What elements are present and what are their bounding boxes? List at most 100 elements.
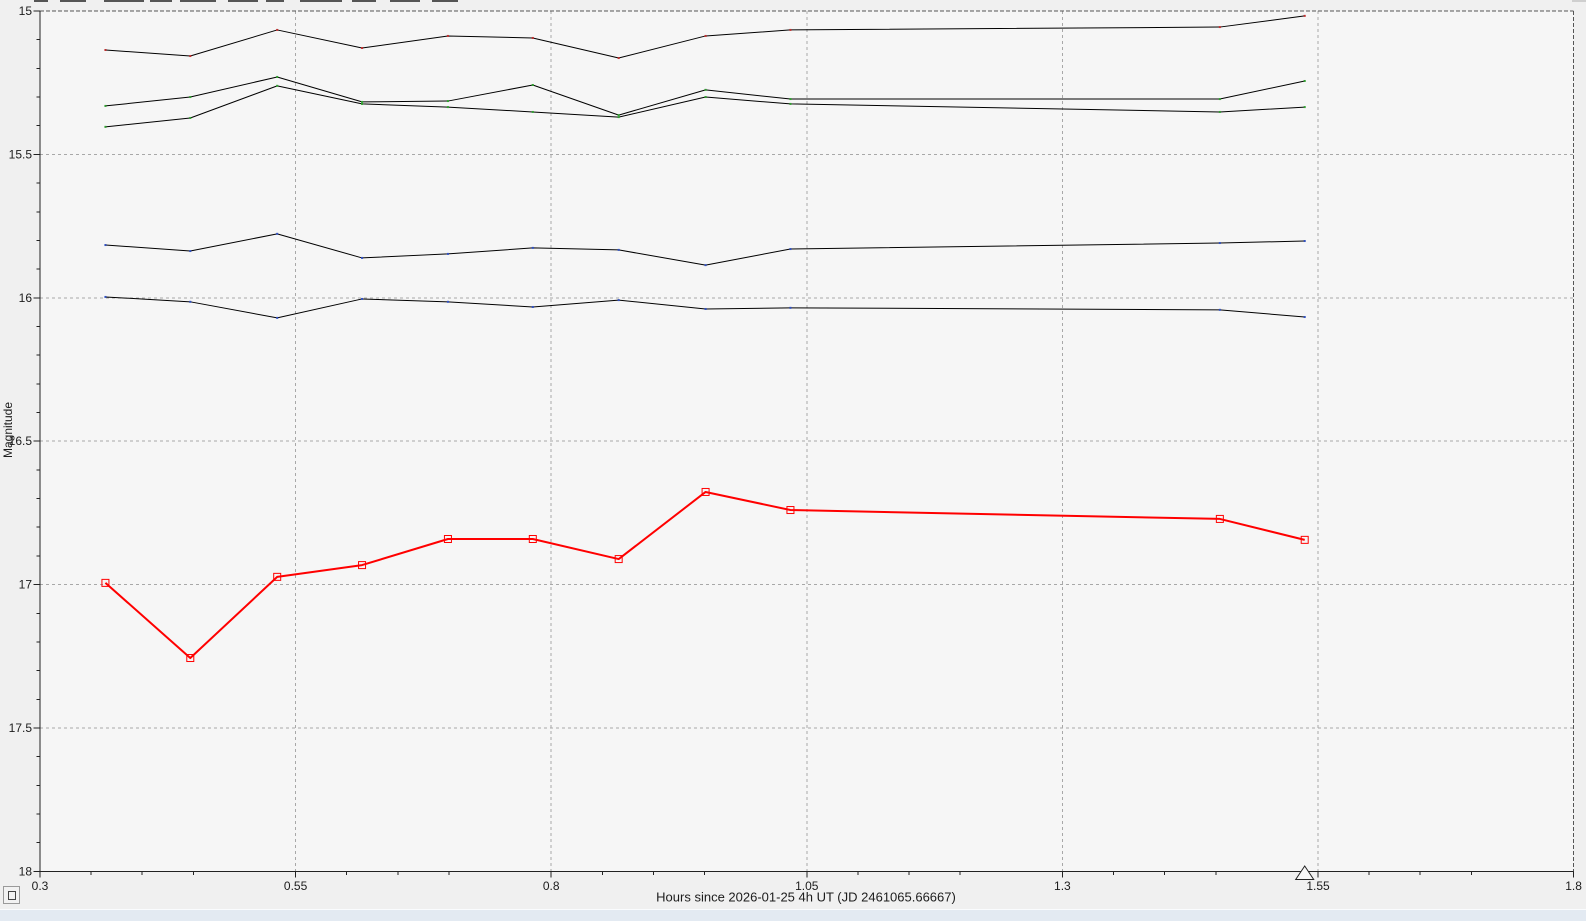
series-comp-star-5 bbox=[104, 295, 1306, 319]
tick-labels: 15 15.5 16 16.5 17 17.5 180.3 0.55 0.8 1.05 1.3 1.5… bbox=[9, 4, 1583, 893]
comp-data-point bbox=[276, 28, 279, 31]
comp-data-point bbox=[704, 88, 707, 91]
x-tick-label: 1.3 bbox=[1054, 879, 1071, 893]
target-data-point[interactable] bbox=[186, 654, 195, 663]
cut-off-text-fragment bbox=[300, 0, 342, 2]
series-target-variable-line bbox=[104, 490, 1305, 660]
x-tick-label: 1.55 bbox=[1306, 879, 1330, 893]
comp-data-point bbox=[361, 256, 364, 259]
comp-data-point bbox=[704, 307, 707, 310]
comp-data-point bbox=[531, 305, 534, 308]
comp-data-point bbox=[189, 250, 192, 253]
comp-data-point bbox=[617, 116, 620, 119]
comp-data-point bbox=[104, 244, 107, 247]
series-comp-star-1 bbox=[104, 14, 1306, 60]
cut-off-text-fragment bbox=[104, 0, 144, 2]
cut-off-text-fragment bbox=[352, 0, 376, 2]
status-bar-strip bbox=[0, 909, 1586, 921]
x-tick-label: 0.55 bbox=[284, 879, 308, 893]
comp-data-point bbox=[1218, 98, 1221, 101]
y-tick-label: 15 bbox=[19, 4, 33, 18]
comp-data-point bbox=[704, 264, 707, 267]
series-comp-star-2 bbox=[104, 75, 1306, 117]
comp-data-point bbox=[1218, 308, 1221, 311]
comp-data-point bbox=[104, 295, 107, 298]
comp-data-point bbox=[189, 96, 192, 99]
x-tick-label: 0.8 bbox=[543, 879, 560, 893]
target-data-point[interactable] bbox=[358, 561, 367, 570]
comp-data-point bbox=[789, 98, 792, 101]
comp-data-point bbox=[617, 248, 620, 251]
comp-data-point bbox=[446, 106, 449, 109]
series-comp-star-3 bbox=[104, 84, 1306, 128]
x-tick-label: 1.05 bbox=[795, 879, 819, 893]
cut-off-text-fragment bbox=[34, 0, 48, 2]
target-data-point[interactable] bbox=[701, 487, 710, 496]
cut-off-text-fragment bbox=[266, 0, 284, 2]
target-data-point[interactable] bbox=[614, 555, 623, 564]
tick-marks bbox=[33, 10, 1575, 878]
comp-data-point bbox=[276, 75, 279, 78]
cut-off-text-fragment bbox=[432, 0, 458, 2]
comp-data-point bbox=[789, 306, 792, 309]
target-data-point[interactable] bbox=[528, 534, 537, 543]
comp-data-point bbox=[446, 300, 449, 303]
comp-data-point bbox=[189, 116, 192, 119]
target-data-point[interactable] bbox=[1300, 535, 1309, 544]
comp-data-point bbox=[1218, 26, 1221, 29]
comp-data-point bbox=[704, 34, 707, 37]
comp-data-point bbox=[617, 299, 620, 302]
comp-data-point bbox=[1218, 242, 1221, 245]
comp-data-point bbox=[276, 84, 279, 87]
comp-data-point bbox=[531, 36, 534, 39]
y-tick-label: 16.5 bbox=[9, 434, 33, 448]
comp-data-point bbox=[189, 55, 192, 58]
comp-data-point bbox=[1303, 240, 1306, 243]
comp-data-point bbox=[276, 232, 279, 235]
y-tick-label: 15.5 bbox=[9, 147, 33, 161]
comp-data-point bbox=[531, 83, 534, 86]
comp-data-point bbox=[789, 248, 792, 251]
x-tick-label: 1.8 bbox=[1565, 879, 1582, 893]
grid-lines bbox=[40, 11, 1574, 872]
target-data-point[interactable] bbox=[786, 506, 795, 515]
y-axis-title: Magnitude bbox=[1, 401, 15, 459]
target-data-point[interactable] bbox=[443, 534, 452, 543]
comp-data-point bbox=[789, 28, 792, 31]
comp-data-point bbox=[1303, 316, 1306, 319]
cut-off-top-content bbox=[0, 0, 1586, 3]
comp-data-point bbox=[276, 316, 279, 319]
comp-data-point bbox=[446, 252, 449, 255]
comp-data-point bbox=[361, 46, 364, 49]
y-tick-label: 18 bbox=[19, 864, 33, 878]
comp-data-point bbox=[446, 100, 449, 103]
comp-data-point bbox=[104, 104, 107, 107]
comp-data-point bbox=[789, 102, 792, 105]
comp-data-point bbox=[617, 114, 620, 117]
cut-off-text-fragment bbox=[180, 0, 216, 2]
target-data-point[interactable] bbox=[1215, 514, 1224, 523]
comp-data-point bbox=[1303, 106, 1306, 109]
plot-frame bbox=[40, 10, 1575, 872]
target-data-point[interactable] bbox=[101, 578, 110, 587]
comp-data-point bbox=[531, 110, 534, 113]
corner-restore-button[interactable] bbox=[3, 886, 20, 904]
series-target-variable bbox=[101, 487, 1309, 663]
comp-data-point bbox=[361, 297, 364, 300]
cut-off-text-fragment bbox=[150, 0, 172, 2]
cut-off-text-fragment bbox=[390, 0, 420, 2]
comp-data-point bbox=[1303, 14, 1306, 17]
cut-off-window-edge bbox=[1572, 0, 1586, 2]
comp-data-point bbox=[1218, 110, 1221, 113]
comp-data-point bbox=[1303, 79, 1306, 82]
comp-data-point bbox=[189, 300, 192, 303]
comp-data-point bbox=[617, 57, 620, 60]
comp-data-point bbox=[104, 125, 107, 128]
series-comp-star-4 bbox=[104, 232, 1306, 267]
target-data-point[interactable] bbox=[273, 572, 282, 581]
comp-data-point bbox=[361, 102, 364, 105]
comp-data-point bbox=[531, 246, 534, 249]
axis-triangle-marker[interactable] bbox=[1294, 865, 1315, 880]
